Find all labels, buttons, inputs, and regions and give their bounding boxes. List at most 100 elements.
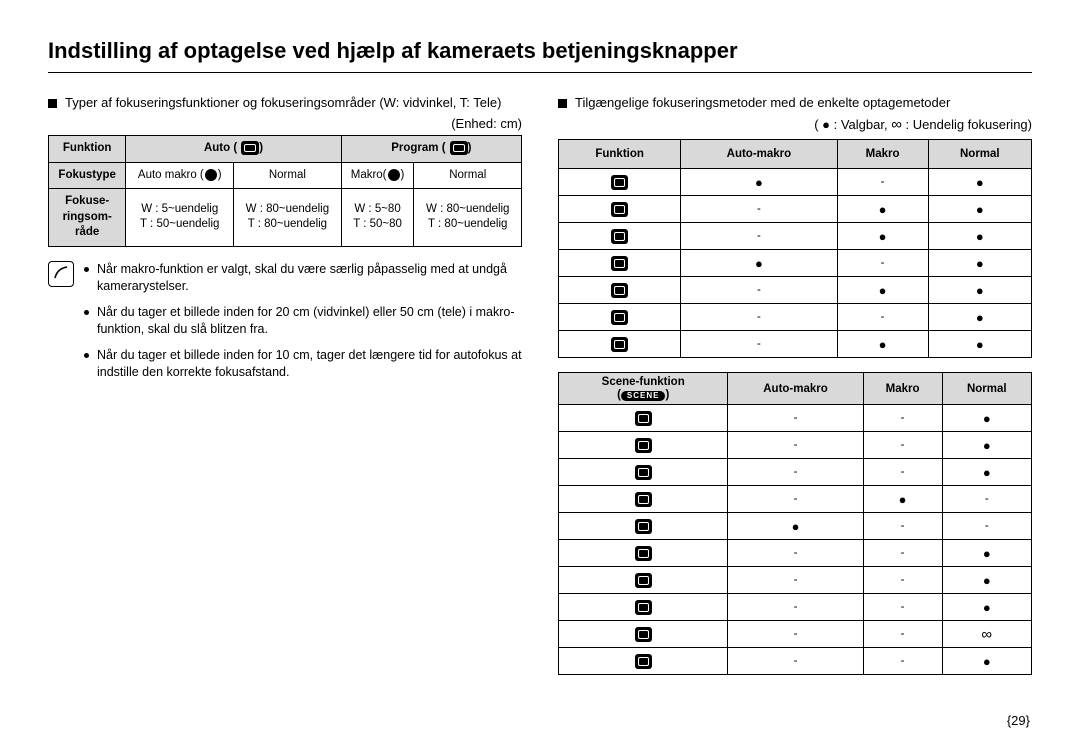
matrix-cell: - [728,459,863,486]
left-intro-text: Typer af fokuseringsfunktioner og fokuse… [65,95,501,110]
m1-c2: Makro [837,140,928,169]
matrix-cell: ● [942,432,1031,459]
m1-c1: Auto-makro [681,140,837,169]
matrix-cell: ● [863,486,942,513]
mode-cell [559,277,681,304]
matrix-cell: ● [728,513,863,540]
ft-auto2: Normal [234,162,342,189]
m2-c3: Normal [942,373,1031,405]
mode-cell [559,405,728,432]
mode-icon [611,256,628,271]
mode-cell [559,304,681,331]
note-0: Når makro-funktion er valgt, skal du vær… [97,261,522,296]
matrix-cell: - [863,567,942,594]
mode-cell [559,223,681,250]
camera-auto-icon [241,141,259,155]
mode-cell [559,567,728,594]
matrix-cell: ● [681,250,837,277]
matrix-cell: - [728,540,863,567]
scene-matrix: Scene-funktion (SCENE) Auto-makro Makro … [558,372,1032,675]
mode-cell [559,169,681,196]
rg-1: W : 80~uendelig T : 80~uendelig [234,189,342,247]
matrix-cell: - [837,304,928,331]
matrix-cell: ● [837,331,928,358]
matrix-cell: - [863,432,942,459]
matrix-cell: ● [942,594,1031,621]
mode-icon [635,492,652,507]
mode-cell [559,513,728,540]
matrix-cell: - [728,648,863,675]
m2-c2: Makro [863,373,942,405]
col-funktion: Funktion [49,136,126,163]
mode-icon [611,337,628,352]
flower-macro-icon [205,169,217,181]
col-auto: Auto () [126,136,341,163]
left-intro: Typer af fokuseringsfunktioner og fokuse… [48,95,522,110]
matrix-cell: ● [942,648,1031,675]
note-list: Når makro-funktion er valgt, skal du vær… [84,261,522,390]
matrix-cell: ● [928,223,1031,250]
mode-cell [559,621,728,648]
matrix-cell: ● [928,169,1031,196]
note-1: Når du tager et billede inden for 20 cm … [97,304,522,339]
matrix-cell: - [863,513,942,540]
matrix-cell: - [863,459,942,486]
matrix-cell: ● [942,405,1031,432]
matrix-cell: ● [837,223,928,250]
mode-icon [635,438,652,453]
page-title: Indstilling af optagelse ved hjælp af ka… [48,38,1032,73]
mode-icon [635,546,652,561]
matrix-cell: ● [928,331,1031,358]
mode-icon [635,600,652,615]
m1-c0: Funktion [559,140,681,169]
mode-cell [559,594,728,621]
m2-c1: Auto-makro [728,373,863,405]
matrix-cell: - [942,513,1031,540]
matrix-cell: - [837,250,928,277]
matrix-cell: - [681,277,837,304]
mode-icon [635,411,652,426]
matrix-cell: ● [837,196,928,223]
matrix-cell: - [863,594,942,621]
row-range: Fokuse- ringsom- råde [49,189,126,247]
mode-icon [635,573,652,588]
matrix-cell: ● [928,304,1031,331]
mode-icon [611,310,628,325]
right-intro: Tilgængelige fokuseringsmetoder med de e… [558,95,1032,110]
mode-icon [611,202,628,217]
mode-cell [559,196,681,223]
matrix-cell: - [728,405,863,432]
matrix-cell: - [681,304,837,331]
focus-table: Funktion Auto () Program () Fokustype Au… [48,135,522,247]
matrix-cell: ● [942,540,1031,567]
matrix-cell: - [681,196,837,223]
matrix-cell: - [728,432,863,459]
mode-matrix: Funktion Auto-makro Makro Normal ●-●-●●-… [558,139,1032,358]
legend: ( ● : Valgbar, ∞ : Uendelig fokusering) [558,116,1032,133]
m1-c3: Normal [928,140,1031,169]
mode-icon [611,283,628,298]
camera-program-icon [450,141,468,155]
matrix-cell: - [681,331,837,358]
matrix-cell: ● [837,277,928,304]
unit-label: (Enhed: cm) [48,116,522,131]
page-number: {29} [1007,713,1030,728]
col-program: Program () [341,136,521,163]
matrix-cell: ● [942,459,1031,486]
ft-prog1: Makro() [341,162,414,189]
matrix-cell: - [728,621,863,648]
matrix-cell: - [863,540,942,567]
matrix-cell: - [681,223,837,250]
matrix-cell: - [837,169,928,196]
matrix-cell: - [728,486,863,513]
matrix-cell: ∞ [942,621,1031,648]
note-2: Når du tager et billede inden for 10 cm,… [97,347,522,382]
matrix-cell: - [863,405,942,432]
matrix-cell: ● [928,250,1031,277]
mode-cell [559,540,728,567]
rg-0: W : 5~uendelig T : 50~uendelig [126,189,234,247]
m2-c0: Scene-funktion (SCENE) [559,373,728,405]
matrix-cell: - [863,621,942,648]
ft-prog2: Normal [414,162,522,189]
mode-cell [559,648,728,675]
